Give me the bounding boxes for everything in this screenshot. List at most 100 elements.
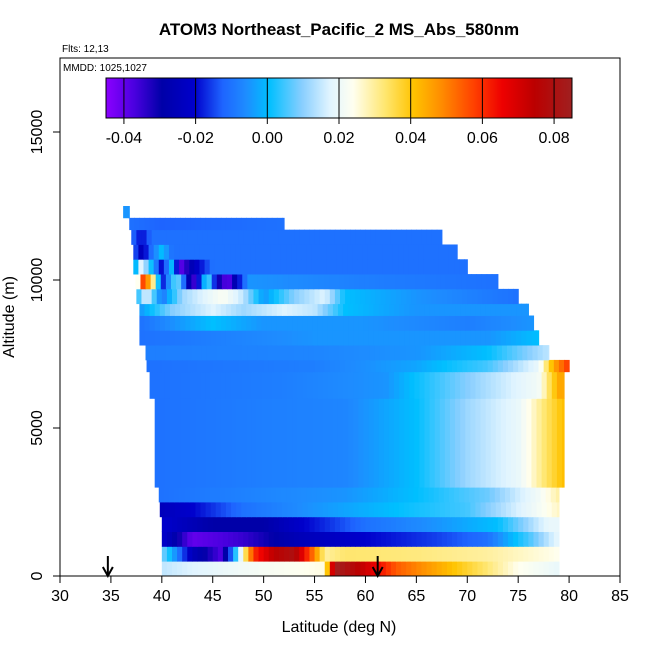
heatmap-cell	[180, 502, 186, 518]
heatmap-cell	[528, 359, 535, 373]
heatmap-cell	[456, 345, 462, 361]
heatmap-cell	[546, 371, 553, 399]
heatmap-cell	[383, 303, 390, 316]
heatmap-cell	[516, 303, 522, 316]
heatmap-cell	[419, 330, 426, 346]
heatmap-cell	[350, 288, 356, 305]
heatmap-cell	[276, 330, 283, 346]
heatmap-cell	[368, 330, 375, 346]
heatmap-cell	[128, 206, 130, 219]
heatmap-cell	[455, 315, 461, 331]
x-tick-label: 75	[509, 588, 527, 605]
heatmap-cell	[309, 288, 316, 305]
heatmap-cell	[129, 217, 135, 231]
heatmap-cell	[480, 398, 487, 488]
heatmap-cell	[460, 398, 466, 488]
heatmap-cell	[327, 371, 334, 399]
heatmap-cell	[543, 546, 550, 562]
heatmap-cell	[291, 487, 297, 503]
heatmap-cell	[536, 398, 543, 488]
heatmap-cell	[222, 359, 229, 373]
heatmap-cell	[169, 371, 176, 399]
heatmap-cell	[278, 288, 285, 305]
heatmap-cell	[177, 516, 183, 532]
heatmap-cell	[364, 345, 371, 361]
heatmap-cell	[299, 359, 305, 373]
heatmap-cell	[241, 217, 247, 231]
heatmap-cell	[307, 398, 314, 488]
heatmap-cell	[387, 244, 394, 260]
heatmap-cell	[175, 303, 181, 316]
heatmap-cell	[408, 244, 414, 260]
heatmap-cell	[246, 303, 253, 316]
heatmap-cell	[168, 244, 175, 260]
heatmap-cell	[175, 330, 181, 346]
heatmap-cell	[470, 315, 477, 331]
x-axis: 30 35 40 45 50 55 60 65 70 75 80 85	[51, 576, 629, 605]
heatmap-cell	[136, 288, 143, 305]
heatmap-cell	[256, 303, 263, 316]
heatmap-cell	[185, 371, 191, 399]
heatmap-cell	[501, 345, 508, 361]
heatmap-cell	[276, 371, 283, 399]
heatmap-cell	[278, 546, 285, 562]
heatmap-cell	[261, 303, 268, 316]
heatmap-cell	[185, 303, 191, 316]
heatmap-cell	[140, 274, 147, 290]
heatmap-cell	[349, 345, 355, 361]
heatmap-cell	[302, 330, 309, 346]
heatmap-cell	[161, 359, 168, 373]
colorbar-tick-label: -0.04	[106, 130, 143, 147]
heatmap-cell	[159, 398, 166, 488]
heatmap-cell	[370, 546, 377, 562]
heatmap-cell	[474, 487, 481, 503]
heatmap-cell	[497, 561, 504, 576]
heatmap-cell	[228, 359, 234, 373]
heatmap-cell	[411, 229, 417, 245]
heatmap-cell	[155, 274, 162, 290]
heatmap-cell	[364, 274, 371, 290]
heatmap-cell	[414, 371, 421, 399]
heatmap-cell	[263, 531, 270, 547]
heatmap-cell	[175, 217, 181, 231]
heatmap-cell	[405, 274, 411, 290]
heatmap-cell	[138, 244, 145, 260]
heatmap-cell	[307, 303, 314, 316]
heatmap-cell	[235, 259, 241, 275]
heatmap-cell	[272, 345, 279, 361]
heatmap-cell	[538, 561, 545, 576]
heatmap-cell	[436, 516, 443, 532]
heatmap-cell	[222, 288, 229, 305]
heatmap-cell	[263, 561, 270, 576]
heatmap-cell	[523, 516, 529, 532]
heatmap-cell	[336, 259, 343, 275]
heatmap-cell	[354, 274, 360, 290]
heatmap-cell	[418, 259, 425, 275]
heatmap-cell	[256, 371, 263, 399]
heatmap-cell	[352, 487, 358, 503]
flight-arrows	[101, 556, 384, 579]
heatmap-cell	[233, 229, 239, 245]
heatmap-cell	[163, 244, 170, 260]
heatmap-cell	[520, 487, 526, 503]
heatmap-cell	[462, 288, 468, 305]
heatmap-cell	[485, 303, 492, 316]
heatmap-cell	[393, 330, 400, 346]
heatmap-cell	[424, 502, 431, 518]
heatmap-cell	[365, 561, 372, 576]
heatmap-cell	[357, 487, 363, 503]
heatmap-cell	[404, 371, 410, 399]
heatmap-cell	[247, 345, 254, 361]
heatmap-cell	[410, 274, 416, 290]
heatmap-cell	[235, 487, 241, 503]
heatmap-cell	[316, 244, 323, 260]
heatmap-cell	[233, 561, 239, 576]
heatmap-cell	[211, 345, 218, 361]
heatmap-cell	[236, 371, 242, 399]
heatmap-cell	[460, 315, 466, 331]
heatmap-cell	[177, 561, 183, 576]
heatmap-cell	[485, 398, 492, 488]
heatmap-cell	[334, 359, 341, 373]
heatmap-cell	[546, 502, 553, 518]
heatmap-cell	[231, 371, 237, 399]
